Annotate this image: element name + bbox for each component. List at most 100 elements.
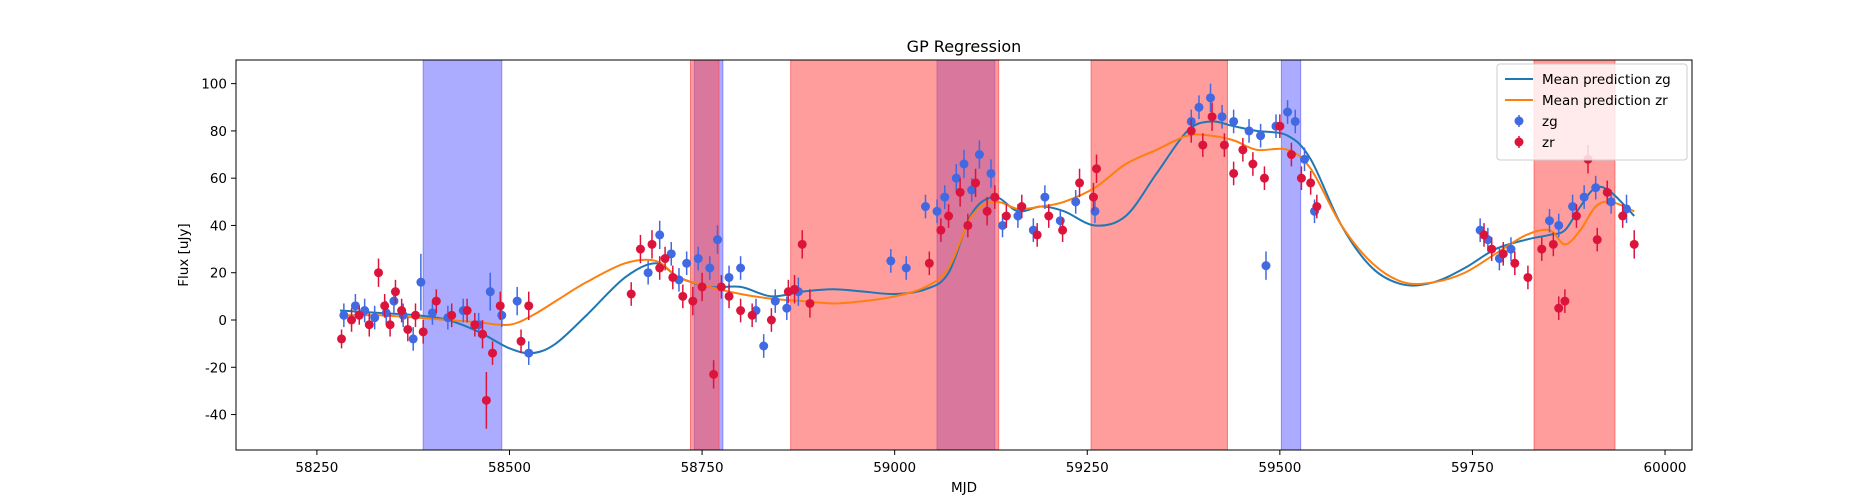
zr-point bbox=[1296, 173, 1306, 183]
zg-point bbox=[339, 310, 349, 320]
zg-point bbox=[901, 263, 911, 273]
x-tick-label: 60000 bbox=[1644, 460, 1687, 476]
zr-point bbox=[488, 348, 498, 358]
zr-point bbox=[1510, 258, 1520, 268]
zr-point bbox=[364, 320, 374, 330]
zg-point bbox=[1261, 261, 1271, 271]
zg-point bbox=[643, 268, 653, 278]
zr-point bbox=[431, 296, 441, 306]
zg-point bbox=[1506, 244, 1516, 254]
x-tick-label: 58500 bbox=[488, 460, 531, 476]
zg-point bbox=[1206, 93, 1216, 103]
zr-point bbox=[478, 329, 488, 339]
zr-point bbox=[982, 206, 992, 216]
zr-point bbox=[354, 310, 364, 320]
zr-point bbox=[766, 315, 776, 325]
zg-point bbox=[1544, 216, 1554, 226]
zr-point bbox=[1479, 230, 1489, 240]
zg-point bbox=[951, 173, 961, 183]
zg-point bbox=[967, 185, 977, 195]
zr-point bbox=[337, 334, 347, 344]
zr-point bbox=[1207, 112, 1217, 122]
zg-point bbox=[1244, 126, 1254, 136]
zg-point bbox=[370, 313, 380, 323]
y-tick-label: -20 bbox=[205, 360, 227, 376]
shaded-interval-zg-0 bbox=[422, 59, 503, 451]
zr-point bbox=[1498, 249, 1508, 259]
zg-point bbox=[770, 296, 780, 306]
zr-point bbox=[990, 192, 1000, 202]
zr-point bbox=[1075, 178, 1085, 188]
zr-point bbox=[716, 282, 726, 292]
zr-point bbox=[1560, 296, 1570, 306]
zg-point bbox=[1217, 112, 1227, 122]
y-tick-label: 20 bbox=[210, 266, 227, 282]
x-tick-label: 59250 bbox=[1066, 460, 1109, 476]
zr-point bbox=[462, 306, 472, 316]
zr-point bbox=[924, 258, 934, 268]
zr-point bbox=[1548, 239, 1558, 249]
zr-point bbox=[1592, 235, 1602, 245]
x-tick-label: 58250 bbox=[295, 460, 338, 476]
zg-point bbox=[782, 303, 792, 313]
zg-point bbox=[736, 263, 746, 273]
zg-point bbox=[485, 287, 495, 297]
y-tick-label: 80 bbox=[210, 124, 227, 140]
zg-point bbox=[1591, 183, 1601, 193]
zr-point bbox=[347, 315, 357, 325]
zr-point bbox=[374, 268, 384, 278]
observation-points bbox=[337, 83, 1639, 429]
shaded-interval-zr-4 bbox=[690, 59, 720, 451]
zr-point bbox=[1092, 164, 1102, 174]
zr-point bbox=[397, 306, 407, 316]
zg-point bbox=[1229, 116, 1239, 126]
zr-point bbox=[447, 310, 457, 320]
zr-point bbox=[709, 369, 719, 379]
zr-point bbox=[747, 310, 757, 320]
zg-point bbox=[886, 256, 896, 266]
zg-point bbox=[693, 254, 703, 264]
shaded-intervals bbox=[422, 59, 1616, 451]
zg-point bbox=[1568, 202, 1578, 212]
zr-point bbox=[380, 301, 390, 311]
zr-point bbox=[481, 395, 491, 405]
zr-point bbox=[410, 310, 420, 320]
mean-prediction-lines bbox=[339, 120, 1635, 355]
zg-point bbox=[350, 301, 360, 311]
y-tick-label: -40 bbox=[205, 408, 227, 424]
zr-point bbox=[1186, 126, 1196, 136]
zg-point bbox=[1013, 211, 1023, 221]
zr-point bbox=[385, 320, 395, 330]
zr-point bbox=[647, 239, 657, 249]
zg-point bbox=[974, 150, 984, 160]
zr-point bbox=[1602, 187, 1612, 197]
zr-point bbox=[805, 298, 815, 308]
zg-point bbox=[524, 348, 534, 358]
zr-point bbox=[1219, 140, 1229, 150]
zr-point bbox=[1523, 272, 1533, 282]
chart-title: GP Regression bbox=[907, 37, 1022, 56]
zr-point bbox=[697, 282, 707, 292]
zr-point bbox=[1618, 211, 1628, 221]
zg-point bbox=[705, 263, 715, 273]
legend-label: zg bbox=[1542, 114, 1558, 130]
zr-point bbox=[1259, 173, 1269, 183]
legend-label: Mean prediction zg bbox=[1542, 72, 1671, 88]
zg-point bbox=[1194, 102, 1204, 112]
x-tick-label: 58750 bbox=[681, 460, 724, 476]
zg-point bbox=[1290, 116, 1300, 126]
zr-point bbox=[797, 239, 807, 249]
zr-point bbox=[1001, 211, 1011, 221]
legend: Mean prediction zg Mean prediction zr zg zr bbox=[1496, 63, 1688, 161]
mean-prediction-zg-line bbox=[339, 120, 1635, 355]
zg-point bbox=[1606, 197, 1616, 207]
zr-point bbox=[1487, 244, 1497, 254]
zr-point bbox=[1198, 140, 1208, 150]
legend-label: zr bbox=[1542, 135, 1555, 151]
legend-point-swatch bbox=[1514, 116, 1524, 126]
zr-point bbox=[971, 178, 981, 188]
legend-box bbox=[1496, 63, 1688, 161]
y-tick-label: 0 bbox=[218, 313, 227, 329]
zr-point bbox=[626, 289, 636, 299]
